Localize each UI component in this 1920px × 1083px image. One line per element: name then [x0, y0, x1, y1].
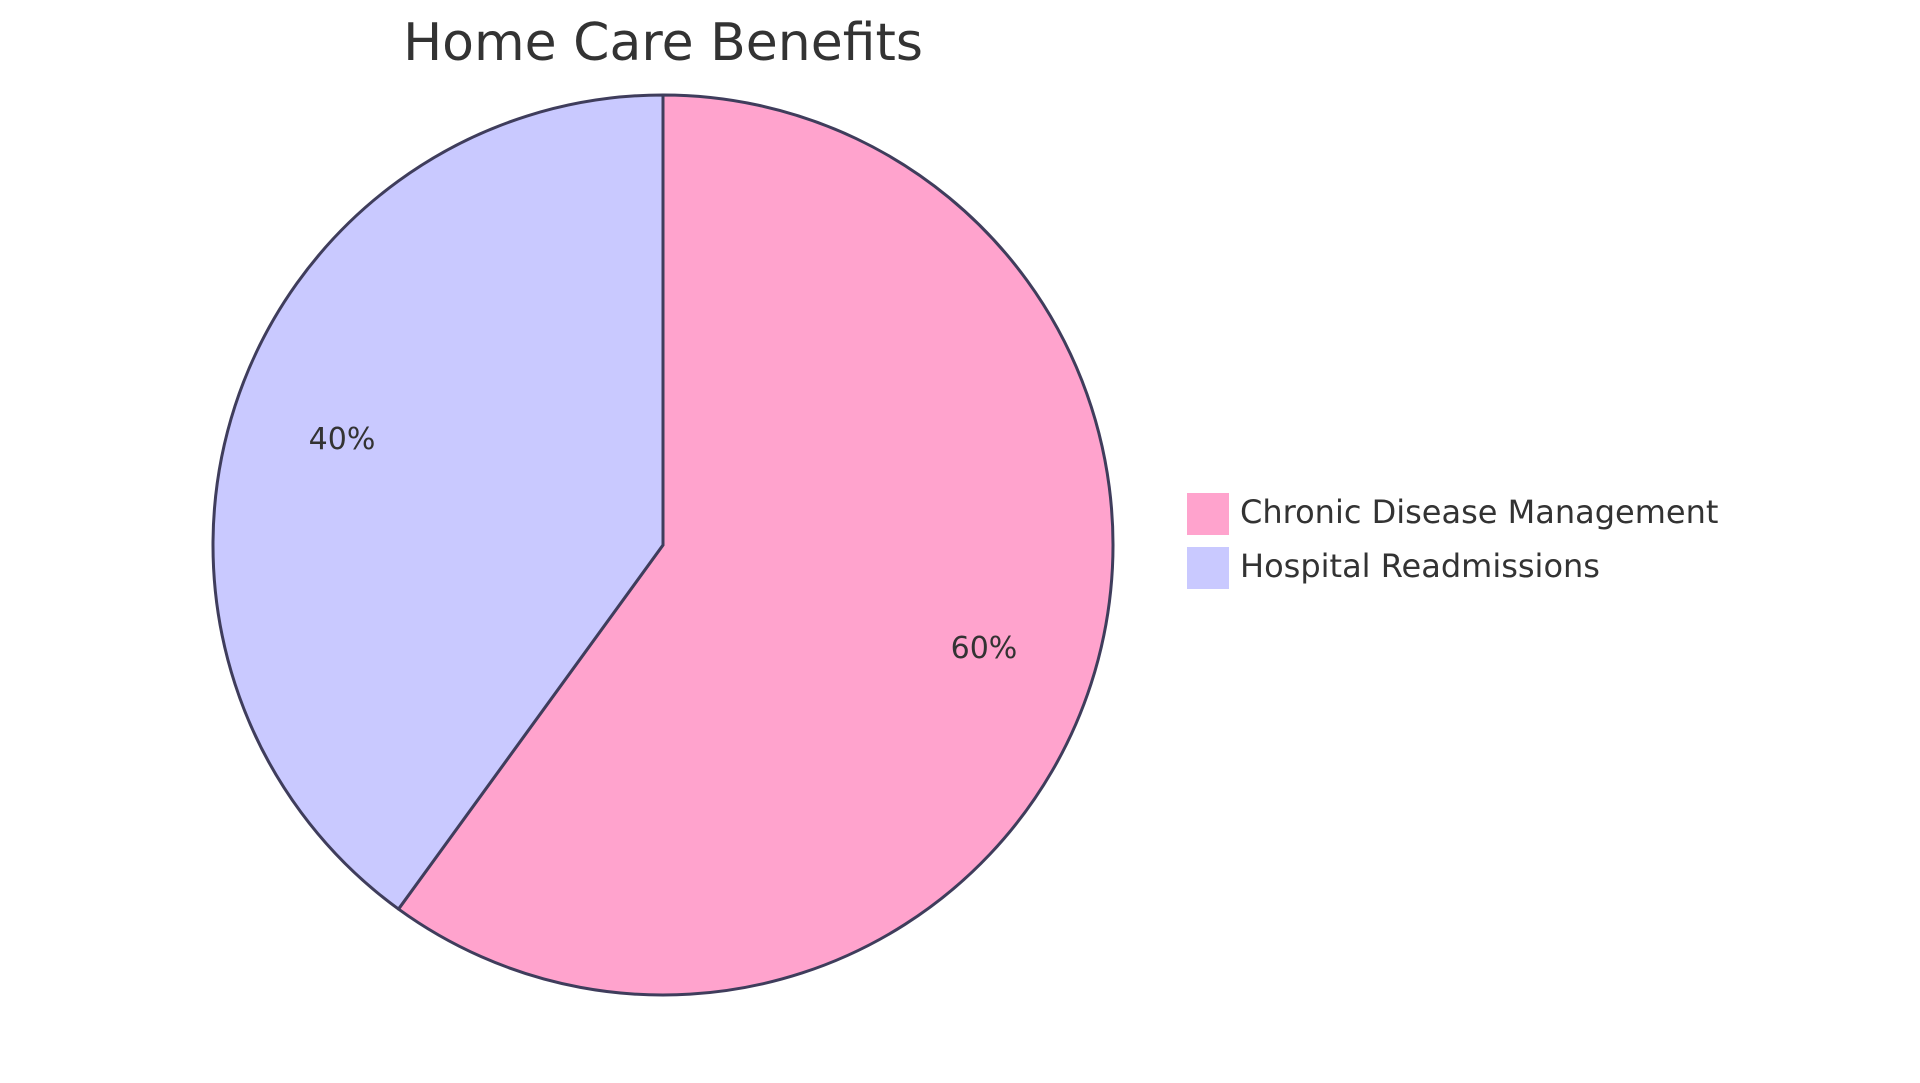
- slice-labels: 60% 40%: [309, 422, 1018, 666]
- slice-label-chronic-disease-management: 60%: [951, 631, 1018, 666]
- pie-slice-hospital-readmissions: [211, 93, 665, 911]
- legend-label-chronic-disease-management: Chronic Disease Management: [1240, 493, 1718, 531]
- chart-title: Home Care Benefits: [403, 13, 923, 73]
- legend: Chronic Disease Management Hospital Readm…: [1185, 491, 1718, 591]
- legend-swatch-hospital-readmissions: [1185, 545, 1231, 591]
- pie-slice-chronic-disease-management: [396, 93, 1115, 997]
- pie-slices: [211, 93, 1115, 997]
- legend-swatch-chronic-disease-management: [1185, 491, 1231, 537]
- legend-label-hospital-readmissions: Hospital Readmissions: [1240, 547, 1600, 585]
- slice-label-hospital-readmissions: 40%: [309, 422, 376, 457]
